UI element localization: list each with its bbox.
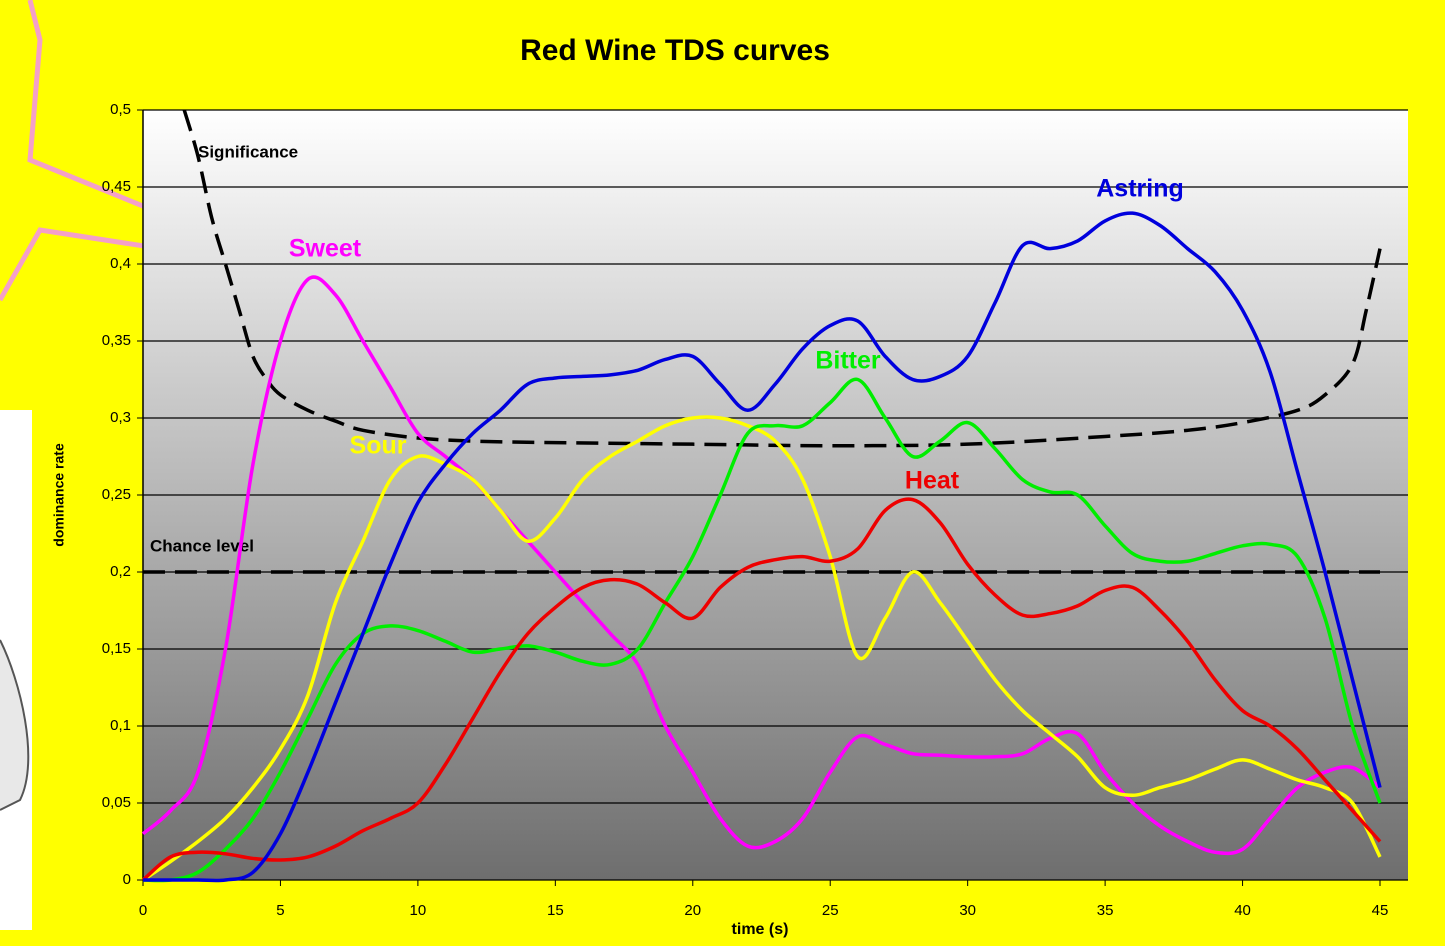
y-tick-label: 0,1 bbox=[110, 717, 131, 734]
y-tick-label: 0,15 bbox=[102, 640, 131, 657]
decor-glass bbox=[0, 639, 30, 811]
x-tick-label: 45 bbox=[1372, 902, 1389, 919]
series-line bbox=[141, 275, 1382, 856]
x-tick-label: 0 bbox=[139, 902, 147, 919]
series-label: Sour bbox=[350, 432, 407, 460]
x-tick-label: 20 bbox=[684, 902, 701, 919]
series-label: Sweet bbox=[289, 235, 362, 263]
x-tick-label: 25 bbox=[822, 902, 839, 919]
y-tick-label: 0,05 bbox=[102, 794, 131, 811]
y-tick-label: 0,2 bbox=[110, 563, 131, 580]
x-tick-label: 30 bbox=[959, 902, 976, 919]
series-line bbox=[141, 497, 1382, 882]
series-line bbox=[142, 377, 1382, 883]
x-tick-label: 40 bbox=[1234, 902, 1251, 919]
y-axis-label: dominance rate bbox=[51, 443, 67, 547]
x-tick-label: 10 bbox=[410, 902, 427, 919]
series-line bbox=[142, 415, 1382, 882]
series-label: Bitter bbox=[815, 347, 881, 375]
series-label: Significance bbox=[198, 142, 298, 161]
y-tick-label: 0,25 bbox=[102, 486, 131, 503]
x-axis-label: time (s) bbox=[732, 921, 789, 938]
series-label: Astring bbox=[1096, 175, 1184, 203]
x-tick-label: 5 bbox=[276, 902, 284, 919]
x-tick-label: 15 bbox=[547, 902, 564, 919]
y-tick-label: 0,45 bbox=[102, 178, 131, 195]
y-tick-label: 0,5 bbox=[110, 101, 131, 118]
y-tick-label: 0,3 bbox=[110, 409, 131, 426]
y-tick-label: 0 bbox=[123, 871, 131, 888]
y-tick-label: 0,35 bbox=[102, 332, 131, 349]
series-label: Chance level bbox=[150, 536, 254, 555]
series-label: Heat bbox=[905, 467, 960, 495]
chart-title: Red Wine TDS curves bbox=[520, 34, 830, 67]
series-line bbox=[143, 211, 1382, 883]
y-tick-label: 0,4 bbox=[110, 255, 131, 272]
x-tick-label: 35 bbox=[1097, 902, 1114, 919]
